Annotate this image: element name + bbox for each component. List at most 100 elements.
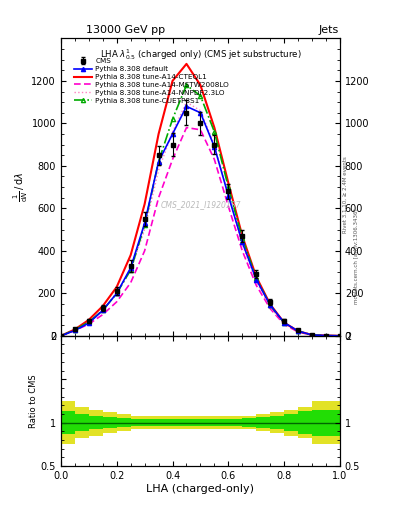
Pythia 8.308 tune-CUETP8S1: [114, 290, 119, 296]
Pythia 8.308 tune-A14-CTEQL1: [324, 332, 329, 338]
Pythia 8.308 default: [128, 265, 133, 271]
Pythia 8.308 tune-A14-MSTW2008LO: [226, 203, 231, 209]
Pythia 8.308 tune-A14-NNPDF2.3LO: [86, 319, 91, 325]
Line: Pythia 8.308 tune-A14-NNPDF2.3LO: Pythia 8.308 tune-A14-NNPDF2.3LO: [61, 102, 340, 336]
Pythia 8.308 tune-CUETP8S1: [324, 332, 329, 338]
Pythia 8.308 tune-CUETP8S1: [310, 332, 314, 338]
Pythia 8.308 tune-A14-NNPDF2.3LO: [240, 241, 244, 247]
Pythia 8.308 tune-A14-MSTW2008LO: [282, 321, 286, 327]
Pythia 8.308 tune-CUETP8S1: [184, 82, 189, 88]
Pythia 8.308 tune-A14-CTEQL1: [142, 201, 147, 207]
Pythia 8.308 tune-CUETP8S1: [142, 222, 147, 228]
Text: Rivet 3.1.10, ≥ 2.4M events: Rivet 3.1.10, ≥ 2.4M events: [343, 156, 348, 233]
Pythia 8.308 tune-A14-MSTW2008LO: [268, 306, 273, 312]
Pythia 8.308 default: [170, 131, 175, 137]
Pythia 8.308 tune-A14-CTEQL1: [212, 124, 217, 131]
Pythia 8.308 tune-CUETP8S1: [212, 129, 217, 135]
Pythia 8.308 default: [338, 333, 342, 339]
X-axis label: LHA (charged-only): LHA (charged-only): [147, 483, 254, 494]
Text: CMS_2021_I1920187: CMS_2021_I1920187: [160, 200, 241, 209]
Pythia 8.308 tune-A14-NNPDF2.3LO: [254, 279, 259, 285]
Pythia 8.308 tune-A14-NNPDF2.3LO: [338, 333, 342, 339]
Pythia 8.308 tune-CUETP8S1: [86, 319, 91, 325]
Pythia 8.308 tune-CUETP8S1: [254, 275, 259, 281]
Pythia 8.308 tune-CUETP8S1: [240, 235, 244, 241]
Pythia 8.308 tune-A14-NNPDF2.3LO: [184, 99, 189, 105]
Pythia 8.308 tune-A14-MSTW2008LO: [310, 332, 314, 338]
Pythia 8.308 tune-A14-MSTW2008LO: [296, 329, 300, 335]
Pythia 8.308 tune-A14-NNPDF2.3LO: [310, 332, 314, 338]
Pythia 8.308 tune-A14-NNPDF2.3LO: [324, 332, 329, 338]
Pythia 8.308 tune-A14-NNPDF2.3LO: [212, 141, 217, 147]
Pythia 8.308 tune-CUETP8S1: [338, 333, 342, 339]
Pythia 8.308 tune-A14-NNPDF2.3LO: [226, 193, 231, 199]
Pythia 8.308 tune-A14-NNPDF2.3LO: [198, 108, 203, 114]
Pythia 8.308 default: [184, 103, 189, 110]
Pythia 8.308 tune-A14-CTEQL1: [198, 82, 203, 88]
Pythia 8.308 default: [156, 159, 161, 165]
Pythia 8.308 tune-A14-MSTW2008LO: [212, 156, 217, 162]
Pythia 8.308 tune-A14-NNPDF2.3LO: [282, 321, 286, 327]
Pythia 8.308 default: [73, 327, 77, 333]
Pythia 8.308 default: [198, 110, 203, 116]
Line: Pythia 8.308 tune-A14-MSTW2008LO: Pythia 8.308 tune-A14-MSTW2008LO: [61, 127, 340, 336]
Pythia 8.308 tune-A14-NNPDF2.3LO: [142, 226, 147, 232]
Text: Jets: Jets: [319, 25, 339, 35]
Pythia 8.308 tune-A14-MSTW2008LO: [73, 327, 77, 333]
Pythia 8.308 tune-CUETP8S1: [170, 116, 175, 122]
Pythia 8.308 tune-A14-CTEQL1: [296, 328, 300, 334]
Pythia 8.308 tune-A14-CTEQL1: [59, 333, 63, 339]
Pythia 8.308 tune-A14-MSTW2008LO: [142, 248, 147, 254]
Pythia 8.308 tune-A14-CTEQL1: [310, 332, 314, 338]
Line: Pythia 8.308 default: Pythia 8.308 default: [59, 104, 342, 338]
Pythia 8.308 tune-CUETP8S1: [226, 184, 231, 190]
Pythia 8.308 tune-A14-CTEQL1: [240, 233, 244, 239]
Pythia 8.308 tune-CUETP8S1: [268, 302, 273, 308]
Pythia 8.308 tune-CUETP8S1: [128, 267, 133, 273]
Pythia 8.308 tune-A14-MSTW2008LO: [156, 195, 161, 201]
Pythia 8.308 tune-CUETP8S1: [156, 159, 161, 165]
Pythia 8.308 default: [296, 328, 300, 334]
Pythia 8.308 default: [254, 276, 259, 283]
Line: Pythia 8.308 tune-CUETP8S1: Pythia 8.308 tune-CUETP8S1: [59, 83, 342, 338]
Pythia 8.308 tune-A14-CTEQL1: [226, 180, 231, 186]
Pythia 8.308 default: [324, 332, 329, 338]
Text: mcplots.cern.ch [arXiv:1306.3436]: mcplots.cern.ch [arXiv:1306.3436]: [354, 208, 359, 304]
Pythia 8.308 tune-A14-NNPDF2.3LO: [156, 167, 161, 173]
Pythia 8.308 tune-A14-NNPDF2.3LO: [114, 290, 119, 296]
Pythia 8.308 default: [240, 239, 244, 245]
Pythia 8.308 tune-CUETP8S1: [101, 307, 105, 313]
Pythia 8.308 tune-A14-MSTW2008LO: [240, 248, 244, 254]
Pythia 8.308 tune-A14-CTEQL1: [254, 274, 259, 280]
Pythia 8.308 tune-A14-CTEQL1: [338, 333, 342, 339]
Pythia 8.308 tune-A14-NNPDF2.3LO: [101, 307, 105, 313]
Pythia 8.308 tune-A14-CTEQL1: [156, 131, 161, 137]
Line: Pythia 8.308 tune-A14-CTEQL1: Pythia 8.308 tune-A14-CTEQL1: [61, 64, 340, 336]
Pythia 8.308 default: [282, 319, 286, 326]
Pythia 8.308 tune-A14-MSTW2008LO: [101, 311, 105, 317]
Pythia 8.308 tune-CUETP8S1: [198, 93, 203, 99]
Pythia 8.308 tune-A14-NNPDF2.3LO: [170, 129, 175, 135]
Text: LHA $\lambda^{1}_{0.5}$ (charged only) (CMS jet substructure): LHA $\lambda^{1}_{0.5}$ (charged only) (…: [100, 47, 301, 62]
Pythia 8.308 default: [114, 290, 119, 296]
Pythia 8.308 tune-A14-CTEQL1: [73, 326, 77, 332]
Pythia 8.308 tune-CUETP8S1: [296, 328, 300, 334]
Pythia 8.308 tune-A14-MSTW2008LO: [86, 321, 91, 327]
Legend: CMS, Pythia 8.308 default, Pythia 8.308 tune-A14-CTEQL1, Pythia 8.308 tune-A14-M: CMS, Pythia 8.308 default, Pythia 8.308 …: [73, 57, 230, 105]
Pythia 8.308 tune-CUETP8S1: [282, 320, 286, 326]
Pythia 8.308 tune-A14-NNPDF2.3LO: [128, 267, 133, 273]
Pythia 8.308 tune-A14-MSTW2008LO: [128, 280, 133, 286]
Pythia 8.308 tune-A14-MSTW2008LO: [114, 298, 119, 305]
Pythia 8.308 tune-A14-CTEQL1: [114, 284, 119, 290]
Pythia 8.308 tune-A14-MSTW2008LO: [198, 126, 203, 133]
Pythia 8.308 tune-A14-NNPDF2.3LO: [73, 327, 77, 333]
Pythia 8.308 default: [142, 220, 147, 226]
Pythia 8.308 tune-A14-CTEQL1: [101, 303, 105, 309]
Pythia 8.308 tune-A14-CTEQL1: [170, 78, 175, 84]
Pythia 8.308 tune-A14-CTEQL1: [86, 317, 91, 323]
Pythia 8.308 tune-A14-MSTW2008LO: [59, 333, 63, 339]
Pythia 8.308 default: [212, 144, 217, 150]
Pythia 8.308 tune-A14-MSTW2008LO: [254, 282, 259, 288]
Pythia 8.308 tune-A14-NNPDF2.3LO: [268, 304, 273, 310]
Pythia 8.308 tune-A14-MSTW2008LO: [170, 156, 175, 162]
